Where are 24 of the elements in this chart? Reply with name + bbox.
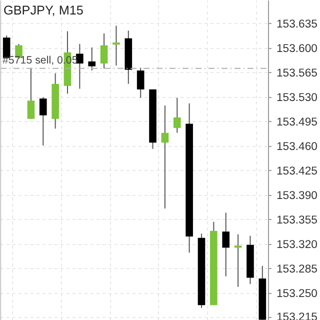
candlestick bbox=[234, 234, 242, 288]
y-tick-label: 153.495 bbox=[276, 116, 318, 129]
chart-title: GBPJPY, M15 bbox=[4, 4, 84, 18]
candlestick bbox=[112, 25, 120, 66]
y-tick-label: 153.530 bbox=[276, 92, 318, 104]
y-tick-label: 153.355 bbox=[276, 214, 318, 227]
y-tick-label: 153.250 bbox=[276, 288, 318, 300]
y-tick-label: 153.285 bbox=[276, 264, 318, 276]
candlestick bbox=[76, 43, 84, 90]
candlestick bbox=[27, 68, 35, 120]
candlestick bbox=[100, 32, 108, 69]
y-tick-label: 153.460 bbox=[276, 141, 318, 154]
y-tick-label: 153.635 bbox=[276, 18, 318, 31]
candlestick bbox=[88, 46, 96, 72]
candlestick bbox=[161, 105, 169, 209]
candlestick bbox=[173, 97, 181, 134]
candlestick bbox=[136, 67, 144, 98]
y-tick-label: 153.390 bbox=[276, 190, 318, 202]
candlestick bbox=[39, 96, 47, 146]
y-tick-label: 153.565 bbox=[276, 68, 318, 80]
y-tick-label: 153.320 bbox=[276, 239, 318, 252]
candlestick bbox=[222, 212, 230, 277]
y-tick-label: 153.600 bbox=[276, 43, 318, 56]
y-tick-label: 153.425 bbox=[276, 166, 318, 178]
